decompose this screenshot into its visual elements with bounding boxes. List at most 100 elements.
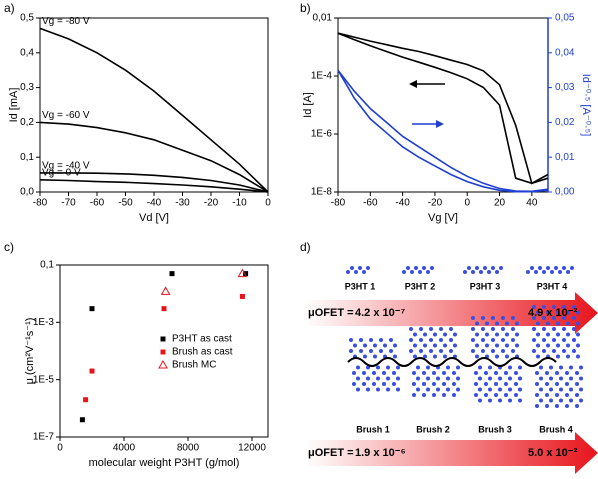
monomer — [478, 398, 482, 403]
data-line — [39, 121, 269, 193]
monomer — [554, 266, 558, 270]
x-tick-label: 0 — [265, 198, 271, 209]
monomer — [409, 338, 413, 342]
monomer — [389, 349, 393, 353]
monomer — [359, 338, 363, 342]
monomer — [392, 371, 396, 375]
monomer — [433, 343, 437, 348]
monomer — [569, 365, 573, 370]
monomer — [484, 382, 488, 386]
monomer — [456, 365, 460, 370]
monomer — [514, 393, 518, 397]
monomer — [449, 327, 453, 331]
data-point — [237, 268, 248, 278]
monomer — [526, 270, 530, 274]
data-point — [79, 417, 85, 423]
monomer — [452, 382, 456, 386]
monomer — [363, 354, 367, 359]
monomer — [562, 349, 566, 353]
monomer — [495, 343, 499, 348]
panel-label: c) — [4, 240, 14, 254]
monomer — [478, 365, 482, 370]
diagram-label: Brush 4 — [539, 424, 573, 434]
monomer — [546, 310, 550, 315]
monomer — [515, 321, 519, 326]
monomer — [422, 371, 426, 375]
monomer — [495, 270, 499, 274]
monomer — [518, 365, 522, 370]
monomer — [576, 321, 580, 326]
panel-label: d) — [300, 240, 311, 254]
monomer — [542, 327, 546, 331]
monomer — [501, 338, 505, 342]
x-tick-label: 0 — [464, 198, 470, 209]
monomer — [575, 404, 579, 408]
monomer — [481, 327, 485, 331]
monomer — [481, 316, 485, 320]
monomer — [508, 376, 512, 381]
monomer — [484, 371, 488, 375]
monomer — [545, 393, 549, 397]
monomer — [446, 365, 450, 370]
mu-value: 1.9 x 10⁻⁶ — [355, 447, 406, 459]
monomer — [494, 371, 498, 375]
monomer — [562, 316, 566, 320]
data-point — [89, 306, 95, 312]
monomer — [562, 266, 566, 270]
monomer — [389, 338, 393, 342]
diagram-label: Brush 1 — [356, 424, 390, 434]
monomer — [514, 382, 518, 386]
monomer — [443, 354, 447, 359]
mu-label: μOFET = — [308, 447, 354, 459]
data-line — [337, 32, 549, 185]
monomer — [430, 266, 434, 270]
monomer — [422, 382, 426, 386]
monomer — [552, 349, 556, 353]
legend-label: Brush MC — [172, 360, 216, 371]
monomer — [555, 382, 559, 386]
data-point — [169, 271, 175, 277]
monomer — [545, 404, 549, 408]
monomer — [416, 387, 420, 392]
monomer — [572, 316, 576, 320]
monomer — [556, 310, 560, 315]
monomer — [413, 332, 417, 337]
monomer — [376, 376, 380, 381]
monomer — [453, 343, 457, 348]
x-tick-label: -10 — [232, 198, 247, 209]
monomer — [549, 365, 553, 370]
monomer — [376, 365, 380, 370]
monomer — [491, 338, 495, 342]
y2-tick-label: 0,03 — [555, 82, 575, 93]
monomer — [562, 338, 566, 342]
monomer — [471, 327, 475, 331]
monomer — [413, 343, 417, 348]
monomer — [518, 376, 522, 381]
monomer — [433, 332, 437, 337]
monomer — [354, 270, 358, 274]
monomer — [471, 338, 475, 342]
monomer — [467, 266, 471, 270]
monomer — [443, 332, 447, 337]
monomer — [556, 321, 560, 326]
monomer — [346, 270, 350, 274]
monomer — [546, 266, 550, 270]
monomer — [356, 376, 360, 381]
monomer — [366, 387, 370, 392]
y-tick-label: 1E-8 — [311, 187, 333, 198]
y2-tick-label: 0,01 — [555, 152, 575, 163]
monomer — [505, 343, 509, 348]
monomer — [414, 266, 418, 270]
monomer — [532, 338, 536, 342]
x-tick-label: -50 — [118, 198, 133, 209]
monomer — [552, 316, 556, 320]
x-tick-label: -30 — [175, 198, 190, 209]
data-point — [243, 271, 249, 277]
monomer — [349, 349, 353, 353]
x-axis-label: molecular weight P3HT (g/mol) — [89, 457, 240, 469]
monomer — [518, 387, 522, 392]
monomer — [505, 321, 509, 326]
monomer — [575, 393, 579, 397]
monomer — [499, 266, 503, 270]
monomer — [539, 387, 543, 392]
